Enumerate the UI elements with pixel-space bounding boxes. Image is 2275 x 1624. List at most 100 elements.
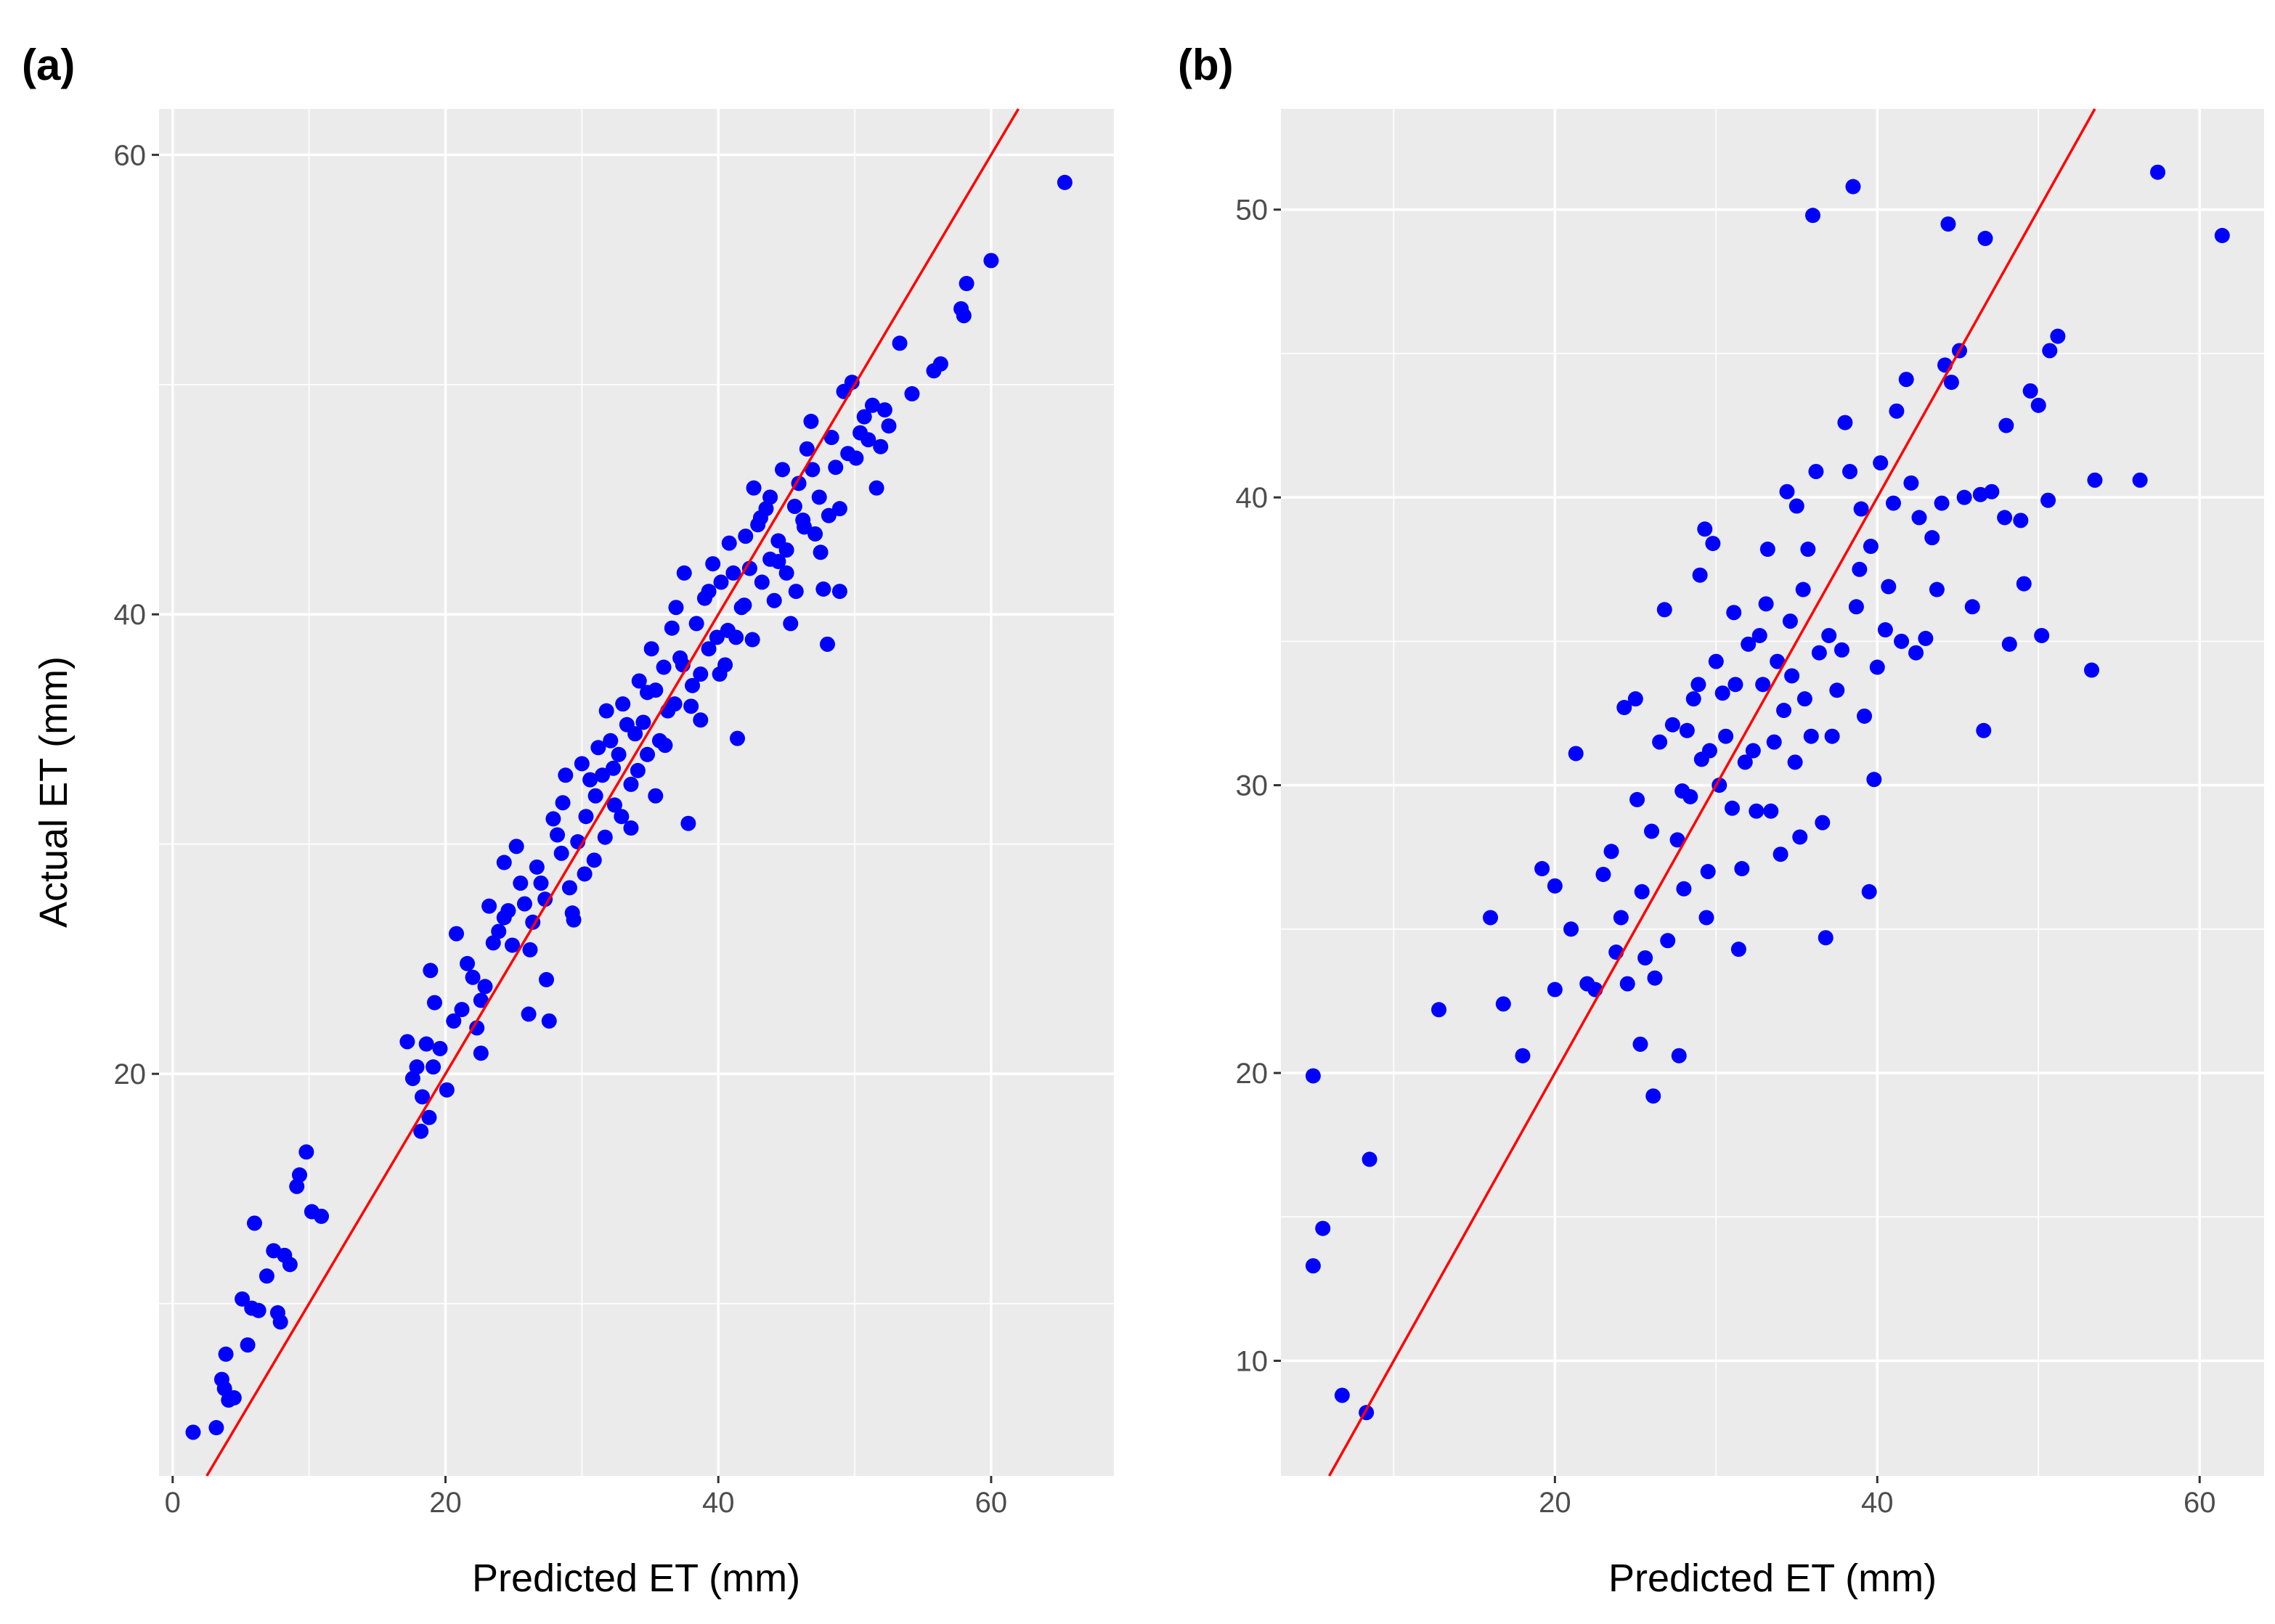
panel-b-y-tick-label: 40	[1236, 482, 1269, 514]
panel-a-data-point	[522, 942, 538, 958]
panel-a-data-point	[959, 276, 974, 292]
panel-b-data-point	[1837, 415, 1853, 431]
panel-b-data-point	[1616, 700, 1632, 716]
panel-b-label: (b)	[1178, 41, 1234, 89]
panel-b-data-point	[1613, 910, 1629, 926]
panel-a-data-point	[446, 1013, 462, 1029]
panel-a-y-tick-label: 60	[114, 139, 147, 171]
panel-b-data-point	[1811, 645, 1827, 661]
panel-a-data-point	[725, 565, 741, 581]
panel-b-data-point	[1627, 691, 1643, 707]
panel-b-x-tick-label: 40	[1861, 1487, 1894, 1519]
panel-b-data-point	[1803, 728, 1819, 744]
panel-a-data-point	[421, 1109, 437, 1125]
panel-b-data-point	[1861, 884, 1877, 899]
panel-a-data-point	[721, 535, 737, 551]
panel-b-data-point	[1898, 372, 1914, 388]
panel-a-data-point	[423, 963, 439, 979]
panel-a-data-point	[539, 971, 555, 987]
panel-a-data-point	[1057, 174, 1073, 190]
panel-a-data-point	[630, 762, 646, 778]
panel-b-data-point	[2001, 636, 2017, 652]
panel-a-data-point	[746, 480, 762, 496]
panel-b-data-point	[1943, 375, 1959, 391]
panel-b-data-point	[1956, 489, 1972, 505]
panel-a-data-point	[635, 714, 651, 730]
panel-a-data-point	[657, 738, 673, 754]
panel-a-data-point	[815, 581, 831, 597]
panel-a-x-tick-label: 40	[702, 1487, 735, 1519]
panel-b-data-point	[1773, 846, 1788, 862]
panel-a-data-point	[587, 788, 603, 804]
panel-a-data-point	[496, 854, 512, 870]
panel-a-data-point	[603, 733, 619, 748]
panel-a-ticks: 0 20 40 60 20 40 60	[114, 139, 1008, 1519]
panel-b-data-point	[1885, 495, 1901, 511]
panel-b-data-point	[1940, 216, 1956, 232]
panel-b-y-tick-label: 10	[1236, 1345, 1269, 1377]
panel-a-data-point	[664, 620, 680, 636]
panel-a-points	[185, 174, 1073, 1440]
panel-a-data-point	[778, 542, 794, 558]
panel-b-data-point	[1795, 582, 1811, 597]
panel-b-data-point	[2132, 472, 2148, 488]
panel-a-data-point	[956, 308, 972, 324]
panel-b-data-point	[1881, 579, 1897, 595]
panel-a-data-point	[983, 253, 999, 269]
panel-b: (b) 20 40 60 10 20 30 40 50 Predicted ET (mm)	[1178, 41, 2264, 1600]
panel-a-data-point	[752, 510, 768, 526]
panel-a-data-point	[683, 698, 699, 714]
panel-a-data-point	[269, 1305, 285, 1321]
panel-a-reference-line	[205, 108, 1020, 1477]
panel-b-data-point	[2016, 576, 2032, 592]
panel-a-data-point	[460, 955, 476, 971]
panel-b-data-point	[1652, 734, 1668, 750]
panel-b-data-point	[1547, 878, 1563, 894]
panel-b-data-point	[1873, 455, 1889, 471]
panel-a-data-point	[404, 1071, 420, 1087]
panel-a-plot-background	[159, 109, 1114, 1476]
panel-a-data-point	[738, 529, 754, 544]
panel-a-x-tick-label: 0	[165, 1487, 181, 1519]
panel-a-data-point	[844, 375, 860, 391]
panel-a-data-point	[876, 402, 892, 418]
panel-a-data-point	[578, 809, 594, 825]
panel-a-data-point	[586, 852, 602, 868]
panel-b-data-point	[1829, 682, 1845, 698]
panel-a-data-point	[799, 441, 815, 457]
panel-a-data-point	[623, 820, 639, 836]
panel-b-data-point	[1848, 599, 1864, 615]
panel-b-data-point	[1645, 1088, 1661, 1104]
panel-a-data-point	[778, 565, 794, 581]
panel-b-gridlines	[1281, 109, 2264, 1476]
panel-a-y-tick-label: 40	[114, 599, 147, 631]
panel-b-data-point	[1924, 530, 1940, 546]
panel-a-data-point	[606, 797, 622, 813]
panel-b-data-point	[1682, 788, 1698, 804]
panel-b-data-point	[1714, 685, 1730, 701]
panel-a-data-point	[555, 795, 571, 811]
panel-a-x-axis-title: Predicted ET (mm)	[472, 1556, 800, 1600]
panel-b-data-point	[2030, 397, 2046, 413]
panel-a-data-point	[574, 756, 590, 772]
panel-b-data-point	[1660, 933, 1676, 949]
panel-a-data-point	[797, 519, 813, 535]
panel-b-data-point	[1671, 1048, 1687, 1064]
panel-b-data-point	[1632, 1036, 1648, 1052]
panel-a-data-point	[705, 556, 721, 572]
panel-a-data-point	[667, 696, 683, 712]
panel-b-data-point	[1692, 567, 1708, 583]
panel-a-data-point	[813, 544, 829, 560]
panel-b-data-point	[1495, 996, 1511, 1012]
panel-a-data-point	[786, 498, 802, 514]
panel-a-data-point	[693, 666, 709, 682]
panel-a-x-tick-label: 20	[429, 1487, 462, 1519]
panel-b-data-point	[1770, 653, 1786, 669]
panel-b-data-point	[1644, 823, 1660, 839]
panel-b-data-point	[1818, 930, 1834, 946]
panel-b-data-point	[1984, 483, 2000, 499]
panel-b-data-point	[1877, 622, 1893, 638]
panel-a-data-point	[597, 829, 613, 845]
panel-b-data-point	[1749, 803, 1765, 819]
panel-b-data-point	[2050, 328, 2066, 344]
